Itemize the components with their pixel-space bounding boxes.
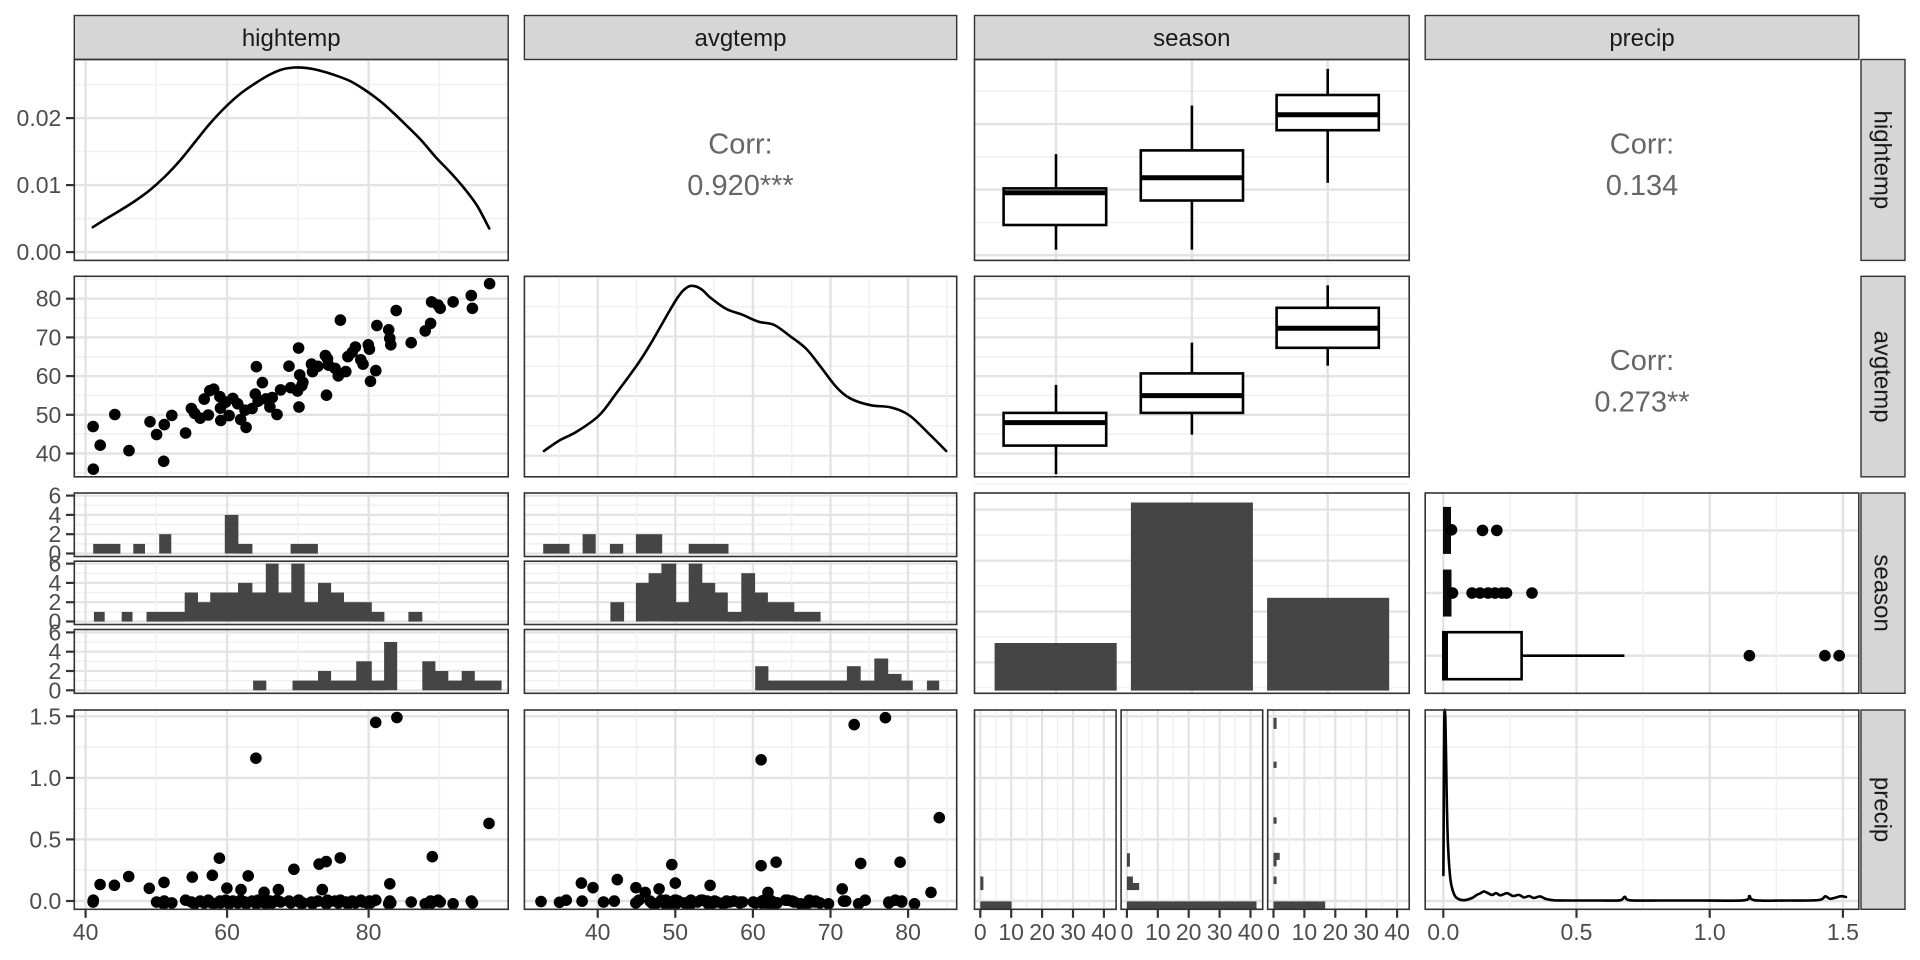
svg-text:0: 0 xyxy=(49,677,62,703)
svg-text:season: season xyxy=(1869,554,1896,631)
svg-text:0: 0 xyxy=(49,541,62,567)
svg-text:4: 4 xyxy=(49,639,62,665)
svg-text:0.5: 0.5 xyxy=(29,826,61,852)
svg-text:precip: precip xyxy=(1869,777,1896,842)
svg-text:0: 0 xyxy=(974,919,987,945)
svg-text:avgtemp: avgtemp xyxy=(1869,331,1896,423)
svg-text:20: 20 xyxy=(1323,919,1349,945)
svg-text:1.5: 1.5 xyxy=(1827,919,1859,945)
svg-text:30: 30 xyxy=(1060,919,1086,945)
svg-text:0.02: 0.02 xyxy=(17,105,62,131)
svg-text:6: 6 xyxy=(49,619,62,645)
svg-text:20: 20 xyxy=(1029,919,1055,945)
svg-text:60: 60 xyxy=(214,919,240,945)
svg-text:0.134: 0.134 xyxy=(1606,170,1679,202)
svg-text:1.0: 1.0 xyxy=(1694,919,1726,945)
svg-text:1.5: 1.5 xyxy=(29,703,61,729)
svg-text:avgtemp: avgtemp xyxy=(694,25,786,52)
svg-text:6: 6 xyxy=(49,483,62,509)
svg-text:0.273**: 0.273** xyxy=(1594,387,1689,419)
svg-text:0.01: 0.01 xyxy=(17,172,62,198)
svg-text:50: 50 xyxy=(663,919,689,945)
svg-text:0.0: 0.0 xyxy=(1427,919,1459,945)
svg-text:0.00: 0.00 xyxy=(17,239,62,265)
svg-text:70: 70 xyxy=(36,324,62,350)
svg-text:40: 40 xyxy=(585,919,611,945)
svg-text:precip: precip xyxy=(1609,25,1674,52)
svg-text:2: 2 xyxy=(49,658,62,684)
svg-text:2: 2 xyxy=(49,521,62,547)
svg-text:0: 0 xyxy=(49,609,62,635)
svg-text:Corr:: Corr: xyxy=(708,129,772,161)
svg-text:40: 40 xyxy=(1384,919,1410,945)
svg-text:10: 10 xyxy=(1145,919,1171,945)
svg-text:40: 40 xyxy=(73,919,99,945)
svg-text:70: 70 xyxy=(818,919,844,945)
svg-text:40: 40 xyxy=(1238,919,1264,945)
svg-text:Corr:: Corr: xyxy=(1610,129,1674,161)
svg-text:1.0: 1.0 xyxy=(29,765,61,791)
svg-text:0.5: 0.5 xyxy=(1561,919,1593,945)
svg-text:hightemp: hightemp xyxy=(1869,111,1896,210)
svg-text:0: 0 xyxy=(1121,919,1134,945)
svg-text:10: 10 xyxy=(1292,919,1318,945)
svg-text:60: 60 xyxy=(36,363,62,389)
svg-text:4: 4 xyxy=(49,570,62,596)
svg-text:40: 40 xyxy=(36,441,62,467)
svg-text:20: 20 xyxy=(1176,919,1202,945)
svg-text:6: 6 xyxy=(49,551,62,577)
svg-text:Corr:: Corr: xyxy=(1610,345,1674,377)
svg-text:80: 80 xyxy=(895,919,921,945)
svg-text:0.0: 0.0 xyxy=(29,888,61,914)
svg-text:60: 60 xyxy=(740,919,766,945)
svg-text:40: 40 xyxy=(1091,919,1117,945)
svg-text:season: season xyxy=(1153,25,1230,52)
svg-text:30: 30 xyxy=(1207,919,1233,945)
svg-text:hightemp: hightemp xyxy=(242,25,341,52)
svg-text:0: 0 xyxy=(1267,919,1280,945)
svg-text:80: 80 xyxy=(356,919,382,945)
svg-text:10: 10 xyxy=(998,919,1024,945)
svg-text:0.920***: 0.920*** xyxy=(687,170,793,202)
svg-text:2: 2 xyxy=(49,589,62,615)
svg-text:80: 80 xyxy=(36,286,62,312)
svg-text:50: 50 xyxy=(36,402,62,428)
svg-text:4: 4 xyxy=(49,502,62,528)
svg-text:30: 30 xyxy=(1353,919,1379,945)
